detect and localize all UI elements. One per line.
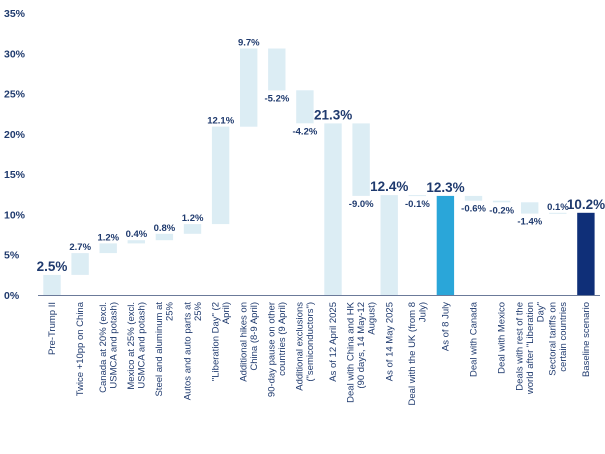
x-tick-label: As of 8 July — [441, 302, 452, 351]
y-axis: 0% 5% 10% 15% 20% 25% 30% 35% — [4, 8, 26, 302]
data-label: 0.8% — [154, 223, 176, 234]
y-tick-label: 15% — [4, 169, 26, 181]
x-tick-label: Additional hikes onChina (8-9 April) — [239, 302, 261, 382]
y-tick-label: 35% — [4, 8, 26, 20]
data-label: 0.4% — [126, 229, 148, 240]
bar-4 — [155, 233, 174, 241]
bar-6 — [211, 126, 230, 225]
data-label: 1.2% — [97, 232, 119, 243]
x-tick-label: Mexico at 25% (excl.USMCA and potash) — [126, 302, 148, 390]
data-label: -9.0% — [349, 199, 374, 210]
y-tick-label: 10% — [4, 209, 26, 221]
x-tick-label: Deal with the UK (from 8July) — [407, 302, 429, 405]
bar-2 — [99, 243, 117, 254]
data-label: 2.5% — [37, 259, 68, 274]
data-label: -4.2% — [292, 126, 317, 137]
bar-11 — [352, 123, 370, 196]
x-tick-label: Deals with rest of theworld after "Liber… — [514, 302, 546, 395]
bar-19 — [577, 212, 595, 295]
bar-12 — [380, 195, 398, 295]
bar-8 — [268, 48, 286, 91]
bar-9 — [296, 90, 314, 124]
data-label: 9.7% — [238, 38, 260, 49]
bar-16 — [492, 200, 511, 203]
bar-3 — [127, 240, 145, 244]
bars — [43, 48, 595, 296]
x-tick-label: Additional exclusions("semiconductors") — [295, 302, 317, 391]
y-tick-label: 30% — [4, 48, 26, 60]
data-labels: 2.5%2.7% 1.2% 0.4% 0.8% 1.2% 12.1% 9.7% -5.2% -4… — [37, 38, 605, 274]
data-label: -0.6% — [461, 204, 486, 215]
data-label: -0.1% — [405, 199, 430, 210]
bar-13 — [408, 195, 426, 197]
data-label: -5.2% — [264, 93, 289, 104]
x-tick-label: As of 14 May 2025 — [384, 302, 395, 381]
x-tick-label: Twice +10pp on China — [75, 301, 86, 396]
x-tick-label: "Liberation Day" (2April) — [210, 302, 232, 381]
data-label: 21.3% — [314, 107, 352, 122]
data-label: -0.2% — [489, 205, 514, 216]
bar-18 — [549, 212, 567, 214]
bar-17 — [521, 202, 539, 214]
x-tick-label: As of 12 April 2025 — [328, 302, 339, 382]
data-label: 12.3% — [426, 180, 464, 195]
x-tick-label: Deal with Mexico — [497, 302, 508, 374]
x-tick-label: 90-day pause on othercountries (9 April) — [267, 302, 289, 397]
bar-0 — [43, 274, 61, 295]
x-tick-label: Pre-Trump II — [47, 302, 58, 355]
x-tick-label: Autos and auto parts at25% — [182, 301, 204, 400]
data-label: 10.2% — [567, 197, 605, 212]
y-tick-label: 20% — [4, 129, 26, 141]
data-label: 1.2% — [182, 213, 204, 224]
data-label: 12.1% — [207, 116, 234, 127]
y-tick-label: 0% — [4, 290, 20, 302]
x-tick-label: Deal with Canada — [469, 301, 480, 377]
bar-10 — [324, 123, 342, 296]
x-tick-label: Canada at 20% (excl.USMCA and potash) — [98, 302, 120, 393]
bar-5 — [183, 224, 202, 234]
y-tick-label: 25% — [4, 89, 26, 101]
bar-1 — [71, 253, 89, 275]
y-tick-label: 5% — [4, 250, 20, 262]
x-axis-labels: Pre-Trump II Twice +10pp on China Canada a… — [47, 301, 592, 405]
x-tick-label: Sectoral tariffs oncertain countries — [548, 302, 570, 376]
bar-15 — [464, 195, 483, 201]
data-label: 2.7% — [69, 242, 91, 253]
x-tick-label: Baseline scenario — [581, 302, 592, 377]
data-label: 0.1% — [547, 202, 569, 213]
data-label: -1.4% — [517, 217, 542, 228]
bar-14 — [436, 195, 455, 295]
bar-7 — [240, 48, 258, 127]
data-label: 12.4% — [370, 179, 408, 194]
x-tick-label: Deal with China and HK(90 days, 14 May-1… — [346, 301, 378, 403]
x-tick-label: Steel and aluminum at25% — [154, 301, 176, 396]
